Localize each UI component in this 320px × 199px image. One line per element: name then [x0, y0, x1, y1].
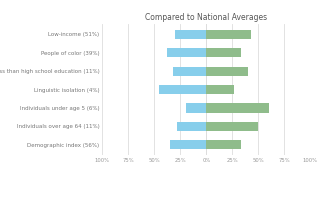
- Bar: [206, 30, 251, 39]
- Bar: [175, 30, 206, 39]
- Bar: [206, 103, 269, 112]
- Bar: [173, 67, 206, 76]
- Bar: [206, 85, 235, 94]
- Bar: [186, 103, 206, 112]
- Title: Compared to National Averages: Compared to National Averages: [145, 13, 268, 22]
- Bar: [206, 140, 241, 149]
- Bar: [177, 122, 206, 131]
- Bar: [159, 85, 206, 94]
- Bar: [206, 67, 248, 76]
- Bar: [170, 140, 206, 149]
- Bar: [167, 48, 206, 57]
- Bar: [206, 48, 241, 57]
- Bar: [206, 122, 259, 131]
